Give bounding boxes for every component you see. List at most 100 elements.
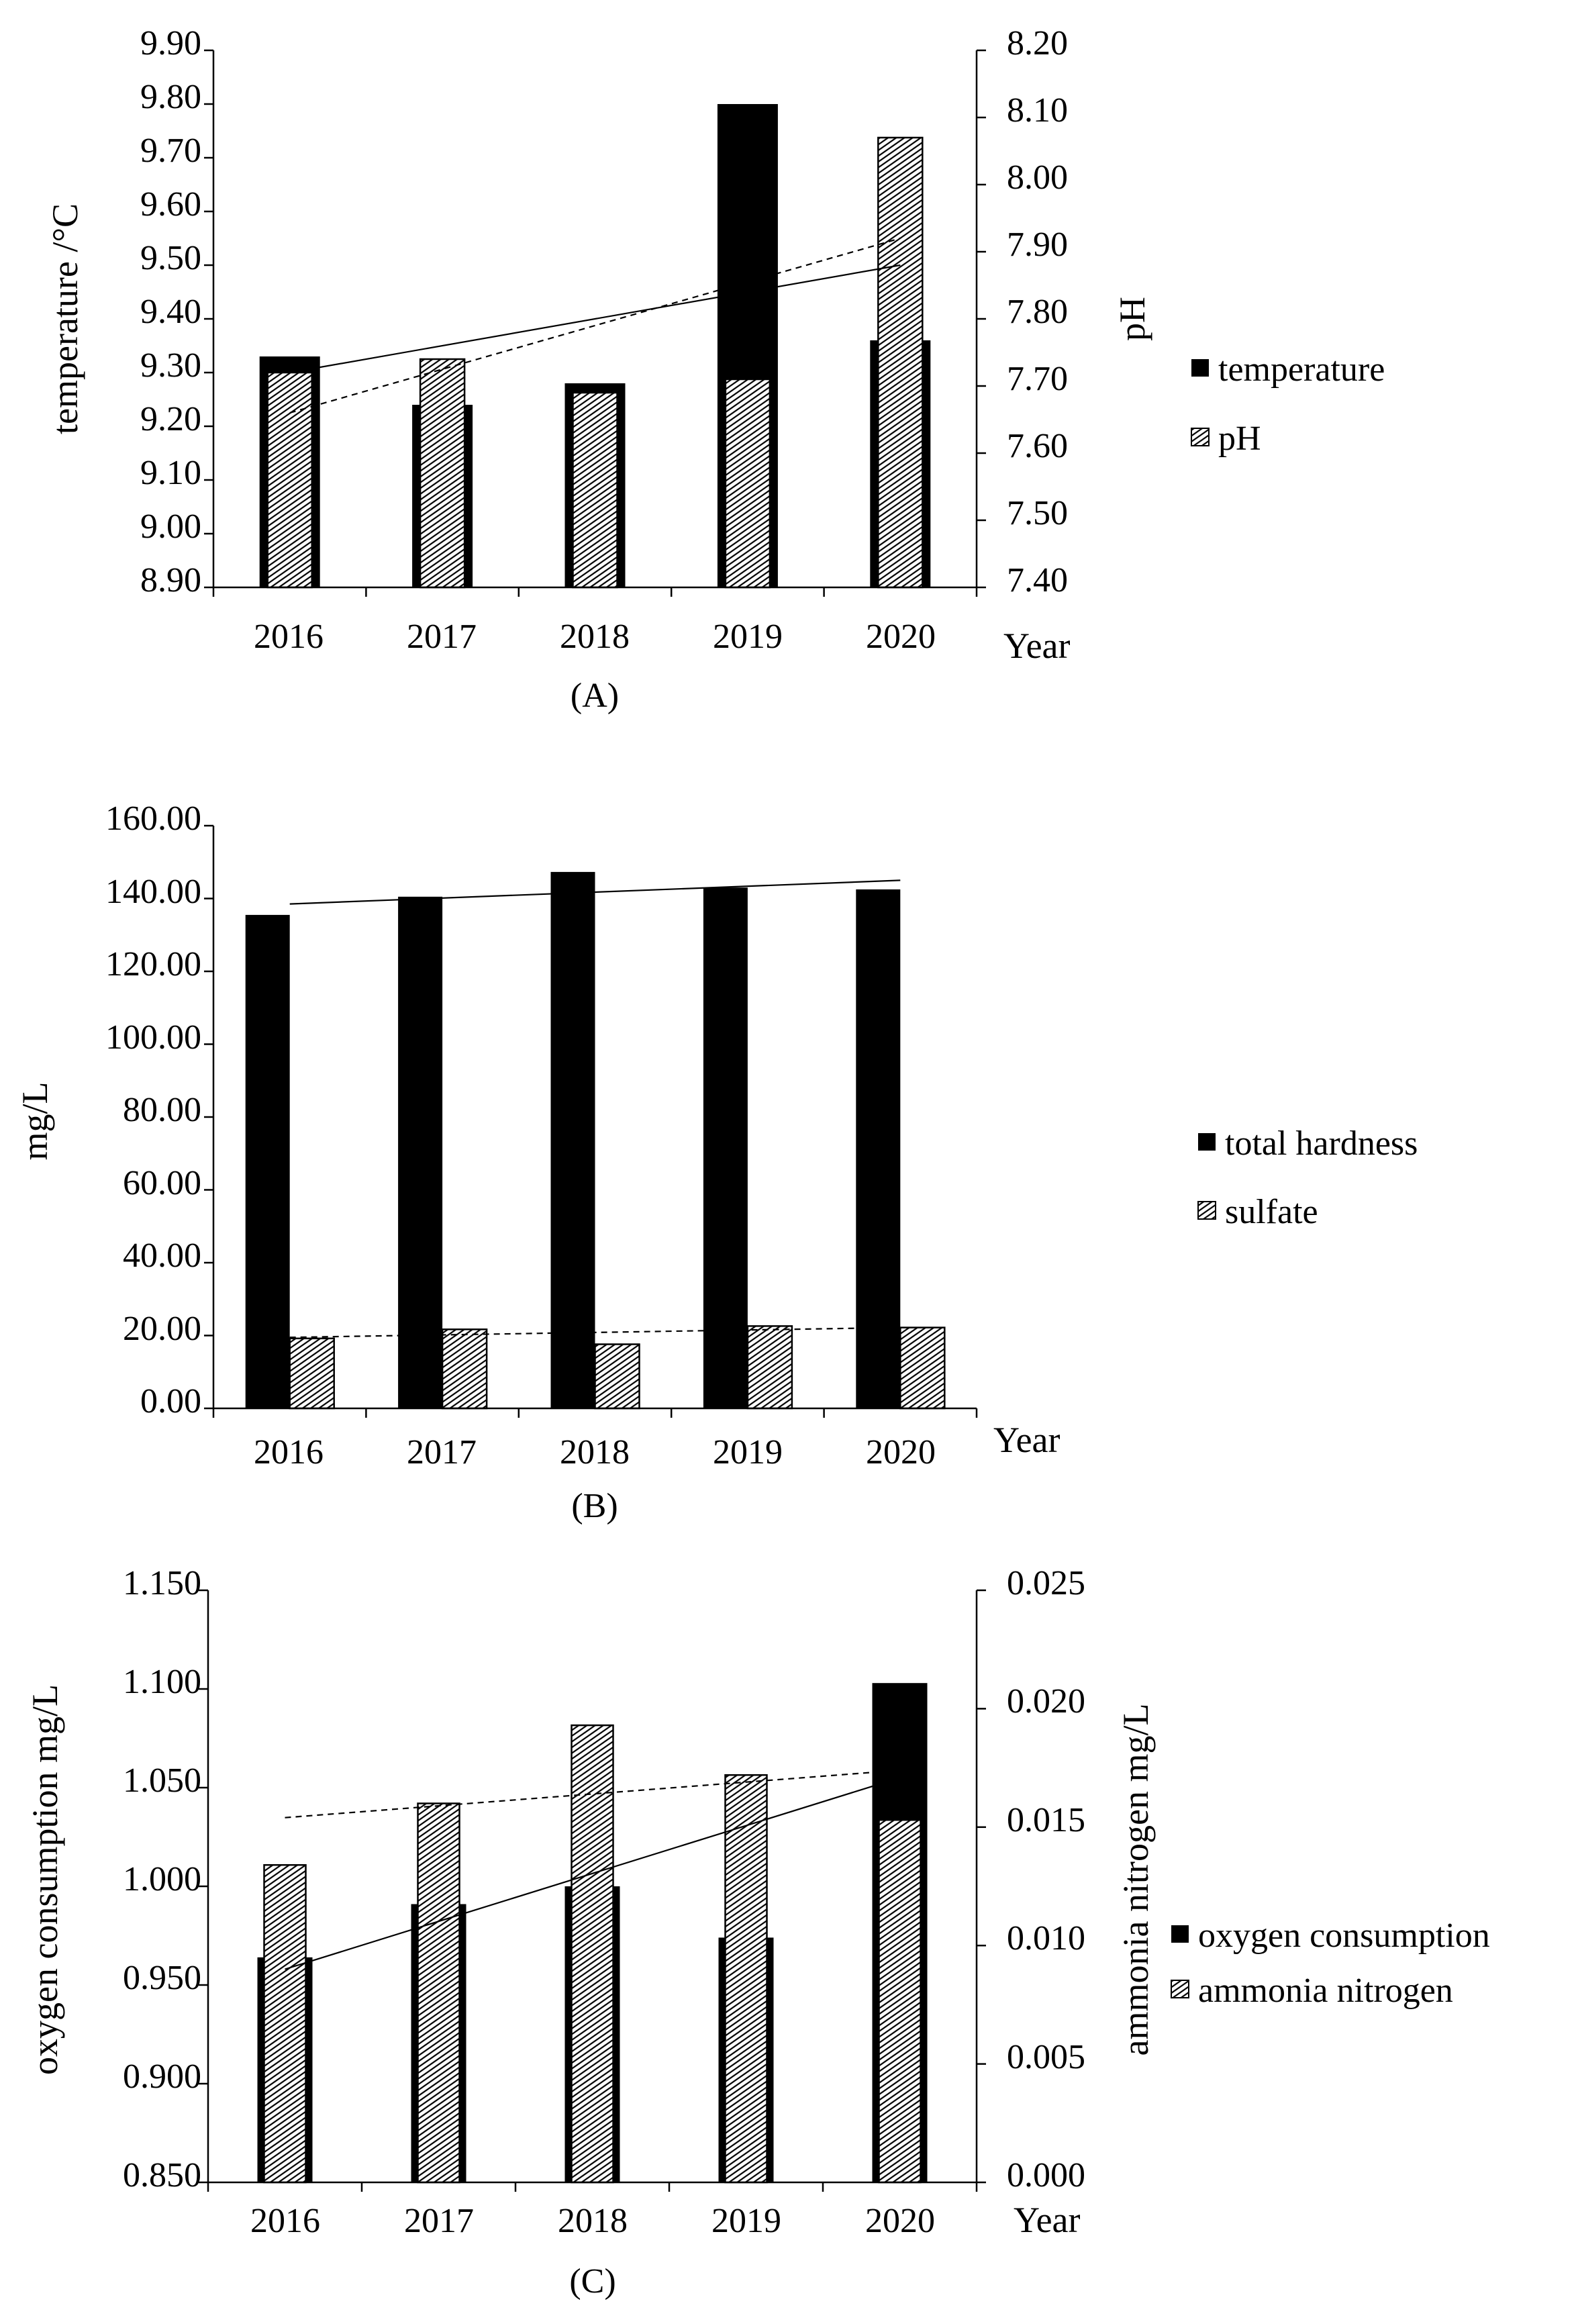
chart-a-plot-area (259, 104, 931, 589)
chart-a-y-tick: 9.00 (140, 507, 201, 546)
chart-a-axes (204, 49, 986, 597)
chart-c-y2-tick: 0.025 (1007, 1564, 1085, 1602)
chart-b-x-ticks: 2016 2017 2018 2019 2020 (254, 1433, 936, 1471)
chart-b-bar-sulfate (441, 1328, 488, 1410)
chart-a-bar-ph (572, 391, 618, 589)
chart-b-legend: total hardness sulfate (1197, 1124, 1418, 1231)
chart-b-legend-swatch-sulfate (1197, 1201, 1216, 1220)
chart-b-y-tick: 100.00 (105, 1018, 201, 1057)
chart-a-bar-ph (724, 378, 771, 589)
chart-b-axes (204, 824, 978, 1418)
chart-c-y-tick: 0.900 (123, 2057, 201, 2096)
chart-c-y2-ticks: 0.000 0.005 0.010 0.015 0.020 0.025 (1007, 1564, 1085, 2194)
chart-a-y-tick: 9.60 (140, 185, 201, 224)
chart-a-y2-tick: 7.70 (1007, 360, 1068, 398)
chart-c-y2-tick: 0.005 (1007, 2038, 1085, 2076)
chart-b-y-tick: 80.00 (123, 1091, 201, 1129)
chart-a-x-tick: 2018 (560, 618, 630, 656)
chart-b-bar-sulfate (594, 1343, 640, 1410)
chart-c-y2-tick: 0.000 (1007, 2156, 1085, 2194)
chart-b-x-tick: 2018 (560, 1433, 630, 1471)
chart-a-y-tick: 9.40 (140, 293, 201, 331)
chart-c-y-tick: 0.950 (123, 1959, 201, 1997)
chart-a-y2-tick: 8.10 (1007, 91, 1068, 130)
chart-b-y-tick: 60.00 (123, 1164, 201, 1202)
chart-a-legend-label-ph: pH (1218, 420, 1261, 458)
chart-c-legend-swatch-ammonia-nitrogen (1171, 1980, 1189, 1998)
chart-a-legend-swatch-temperature (1191, 359, 1209, 377)
chart-c-bar-ammonia-nitrogen (571, 1724, 614, 2184)
chart-a-y-tick: 8.90 (140, 561, 201, 599)
chart-b-bar-sulfate (289, 1337, 335, 1410)
chart-a-x-tick: 2020 (866, 618, 936, 656)
chart-c-y2-axis-title: ammonia nitrogen mg/L (1116, 1704, 1156, 2056)
chart-b-bar-sulfate (899, 1326, 946, 1410)
chart-c-x-tick: 2017 (404, 2202, 474, 2240)
chart-b-y-tick: 120.00 (105, 945, 201, 983)
chart-b-y-tick: 40.00 (123, 1237, 201, 1275)
chart-a-y2-tick: 7.50 (1007, 494, 1068, 532)
chart-c-x-axis-title: Year (1014, 2200, 1081, 2240)
chart-a-caption: (A) (571, 677, 619, 715)
chart-c-legend-label-ammonia-nitrogen: ammonia nitrogen (1198, 1972, 1453, 2010)
chart-c-plot-area (257, 1683, 928, 2184)
chart-b-bar-total-hardness (856, 889, 901, 1408)
chart-b-bar-sulfate (746, 1325, 793, 1410)
chart-c-trendline-oxygen-consumption (285, 1777, 900, 1970)
chart-b-x-tick: 2019 (713, 1433, 783, 1471)
chart-b-x-tick: 2017 (407, 1433, 477, 1471)
chart-b-trendline-total-hardness (289, 879, 901, 905)
chart-a-y-tick: 9.70 (140, 132, 201, 170)
chart-b-y-axis-title: mg/L (15, 1082, 55, 1161)
chart-c-legend: oxygen consumption ammonia nitrogen (1171, 1917, 1490, 2010)
chart-b-y-tick: 0.00 (140, 1382, 201, 1420)
chart-a-trendline-ph (289, 237, 901, 414)
chart-b-bar-total-hardness (245, 914, 290, 1408)
chart-c-x-tick: 2018 (558, 2202, 628, 2240)
chart-b-y-tick: 160.00 (105, 800, 201, 838)
chart-b-legend-label-total-hardness: total hardness (1225, 1124, 1418, 1163)
chart-a-legend-swatch-ph (1191, 428, 1210, 446)
chart-a-y2-tick: 8.00 (1007, 158, 1068, 197)
chart-b-y-tick: 20.00 (123, 1310, 201, 1348)
chart-a-legend-label-temperature: temperature (1218, 350, 1385, 389)
chart-b-legend-swatch-total-hardness (1198, 1133, 1216, 1151)
chart-c-y-axis-title: oxygen consumption mg/L (25, 1684, 65, 2075)
chart-c-y-tick: 1.050 (123, 1761, 201, 1800)
chart-a: 8.90 9.00 9.10 9.20 9.30 9.40 9.50 9.60 … (45, 24, 1385, 715)
chart-c-bar-ammonia-nitrogen (263, 1863, 307, 2184)
chart-a-bar-ph (266, 371, 313, 589)
chart-b-bar-total-hardness (398, 896, 443, 1408)
chart-a-y-tick: 9.90 (140, 24, 201, 62)
chart-a-legend: temperature pH (1191, 350, 1385, 458)
chart-a-y2-tick: 7.60 (1007, 427, 1068, 465)
chart-a-x-ticks: 2016 2017 2018 2019 2020 (254, 618, 936, 656)
chart-a-y-axis-title: temperature /°C (45, 203, 85, 434)
chart-b-x-tick: 2016 (254, 1433, 324, 1471)
chart-c-x-tick: 2016 (250, 2202, 320, 2240)
chart-a-bar-ph (419, 358, 466, 589)
chart-a-y-tick: 9.80 (140, 78, 201, 116)
chart-a-y2-axis-title: pH (1112, 297, 1152, 341)
chart-c-y2-tick: 0.020 (1007, 1682, 1085, 1721)
chart-b-bar-total-hardness (703, 887, 748, 1408)
chart-c-y-tick: 1.100 (123, 1663, 201, 1701)
chart-c-x-tick: 2020 (865, 2202, 935, 2240)
chart-c-y2-tick: 0.010 (1007, 1919, 1085, 1957)
chart-b: 0.00 20.00 40.00 60.00 80.00 100.00 120.… (15, 800, 1418, 1525)
chart-a-x-tick: 2016 (254, 618, 324, 656)
chart-c: 0.850 0.900 0.950 1.000 1.050 1.100 1.15… (25, 1564, 1490, 2301)
chart-a-bar-ph (877, 136, 924, 589)
chart-a-y-tick: 9.20 (140, 400, 201, 438)
chart-a-y-ticks: 8.90 9.00 9.10 9.20 9.30 9.40 9.50 9.60 … (140, 24, 201, 599)
chart-a-y-tick: 9.30 (140, 346, 201, 385)
chart-b-caption: (B) (571, 1487, 618, 1525)
chart-c-legend-label-oxygen-consumption: oxygen consumption (1198, 1917, 1490, 1955)
chart-c-x-tick: 2019 (711, 2202, 781, 2240)
chart-a-y-tick: 9.50 (140, 239, 201, 277)
chart-c-bar-ammonia-nitrogen (724, 1774, 768, 2184)
chart-c-y-tick: 1.150 (123, 1564, 201, 1602)
chart-b-plot-area (245, 871, 946, 1410)
chart-c-x-ticks: 2016 2017 2018 2019 2020 (250, 2202, 935, 2240)
